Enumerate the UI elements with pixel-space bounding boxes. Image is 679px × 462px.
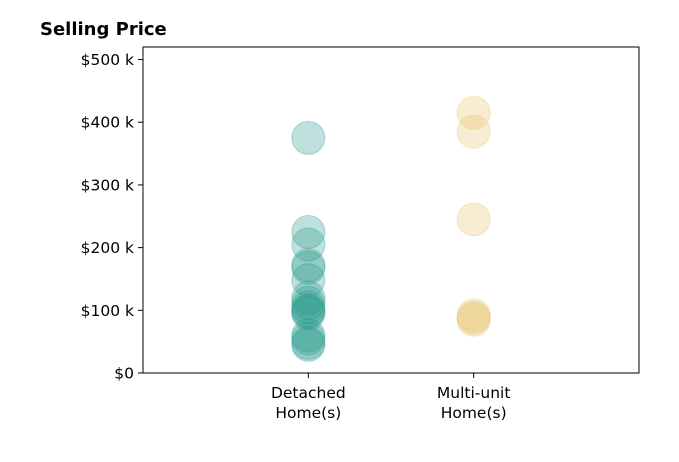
y-tick-label: $400 k xyxy=(81,114,134,132)
data-point xyxy=(456,300,491,335)
data-point xyxy=(456,302,491,337)
plot-frame xyxy=(142,46,640,374)
data-point xyxy=(291,294,326,329)
data-point xyxy=(291,120,326,156)
data-point xyxy=(291,214,326,250)
y-tick-label: $500 k xyxy=(81,51,134,69)
data-point xyxy=(456,298,491,333)
data-point xyxy=(291,227,326,262)
data-point xyxy=(291,321,326,356)
data-point xyxy=(291,280,326,315)
x-tick-label: Detached Home(s) xyxy=(271,384,346,422)
data-point xyxy=(291,250,326,285)
data-point xyxy=(291,318,326,353)
chart-title: Selling Price xyxy=(40,19,167,40)
x-axis: Detached Home(s) Multi-unit Home(s) xyxy=(271,373,510,422)
y-tick-label: $300 k xyxy=(81,176,134,194)
x-tick-label: Multi-unit Home(s) xyxy=(437,384,511,422)
data-point xyxy=(456,114,491,149)
y-axis: $0 $100 k $200 k $300 k $400 k $500 k xyxy=(81,51,143,383)
data-point xyxy=(291,248,326,283)
data-point xyxy=(291,325,326,361)
y-tick-label: $200 k xyxy=(81,239,134,257)
data-point xyxy=(456,202,491,237)
data-point xyxy=(291,290,326,325)
data-point xyxy=(456,95,491,130)
data-point xyxy=(291,327,326,362)
y-tick-label: $100 k xyxy=(81,302,134,320)
data-point xyxy=(291,285,326,320)
data-point xyxy=(291,263,326,298)
data-point xyxy=(291,296,326,331)
y-tick-label: $0 xyxy=(114,365,134,383)
data-point xyxy=(291,293,326,328)
points-layer xyxy=(291,95,491,362)
